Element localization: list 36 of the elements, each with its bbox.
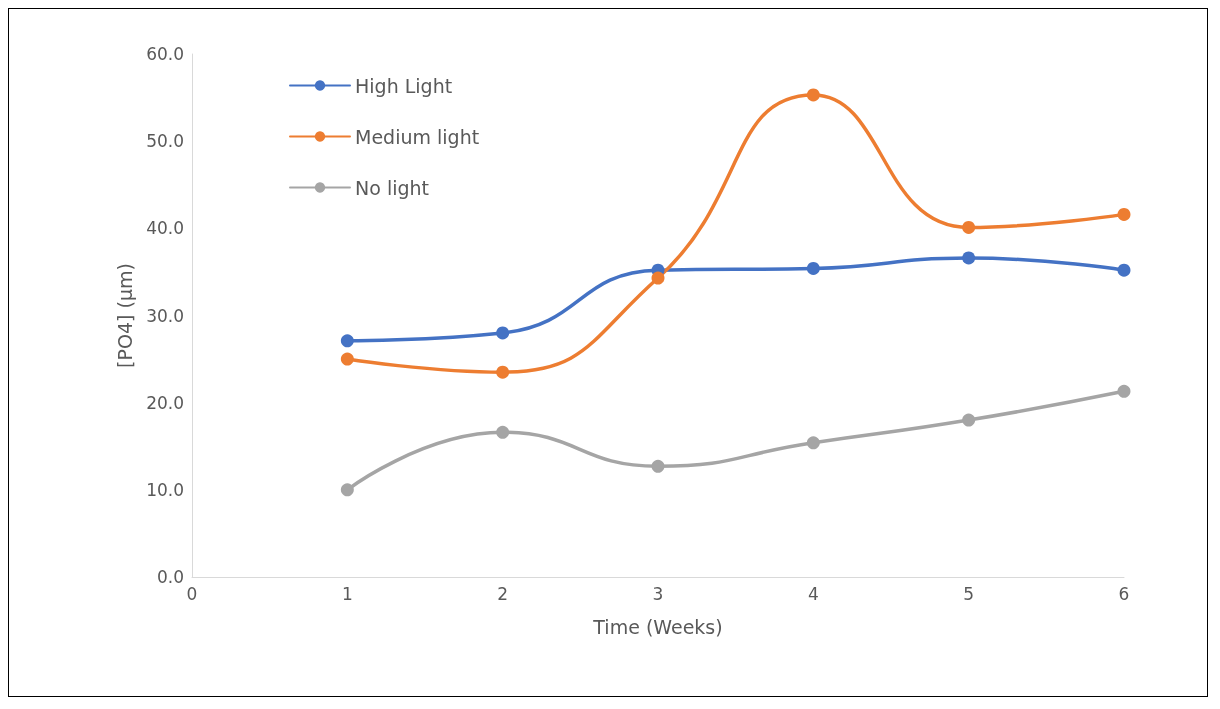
point (1117, 207, 1131, 221)
point (962, 251, 976, 265)
legend-label: High Light (355, 74, 453, 97)
legend-label: No light (355, 176, 429, 199)
y-tick-label: 40.0 (146, 218, 184, 239)
point (962, 220, 976, 234)
point (806, 261, 820, 275)
y-axis-title: [PO4] (µm) (113, 263, 136, 368)
point (340, 334, 354, 348)
y-tick-label: 0.0 (156, 567, 184, 587)
point (806, 88, 820, 102)
point (806, 436, 820, 450)
point (1117, 384, 1131, 398)
point (651, 459, 665, 473)
point (1117, 263, 1131, 277)
point (962, 413, 976, 427)
x-tick-label: 2 (497, 583, 509, 604)
x-tick-label: 3 (652, 583, 664, 604)
x-tick-label: 5 (963, 583, 975, 604)
point (340, 483, 354, 497)
y-tick-label: 10.0 (146, 479, 184, 500)
point (340, 352, 354, 366)
point (496, 365, 510, 379)
point (496, 425, 510, 439)
x-axis-title: Time (Weeks) (592, 615, 723, 638)
y-tick-label: 60.0 (146, 44, 184, 64)
x-tick-label: 4 (807, 583, 819, 604)
x-tick-label: 6 (1118, 583, 1130, 604)
y-tick-label: 50.0 (146, 131, 184, 152)
y-tick-label: 20.0 (146, 392, 184, 413)
x-tick-label: 1 (341, 583, 353, 604)
y-tick-label: 30.0 (146, 305, 184, 326)
x-tick-label: 0 (186, 583, 198, 604)
legend-label: Medium light (355, 125, 480, 148)
point (496, 326, 510, 340)
point (651, 271, 665, 285)
